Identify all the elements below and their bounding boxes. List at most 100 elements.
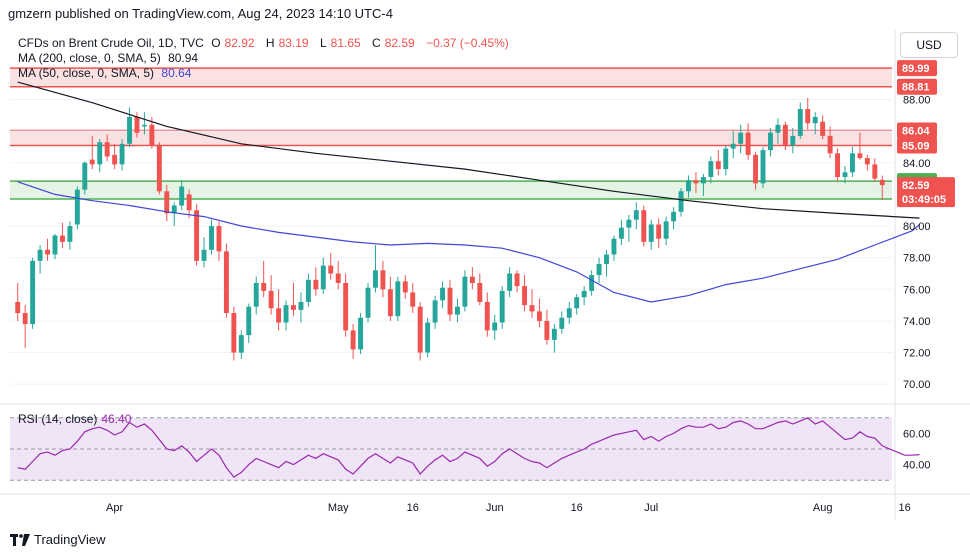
last-price-badge [897, 177, 955, 208]
candle-body-4 [45, 249, 50, 255]
candle-6 [59, 222, 65, 249]
candle-body-61 [469, 276, 475, 283]
candle-body-98 [745, 132, 751, 155]
rsi-legend[interactable]: RSI (14, close) 46.40 [18, 412, 131, 426]
candle-80 [611, 235, 617, 261]
candle-116 [879, 175, 885, 200]
rsi-label: RSI (14, close) [18, 412, 98, 426]
rsi-panel [10, 417, 920, 481]
candle-body-23 [186, 194, 192, 211]
ma200-row[interactable]: MA (200, close, 0, SMA, 5) 80.94 [18, 51, 513, 66]
candle-body-59 [454, 306, 460, 315]
candle-body-71 [544, 320, 550, 340]
chart-legend: CFDs on Brent Crude Oil, 1D, TVC O 82.92 … [18, 36, 513, 81]
candle-78 [596, 257, 602, 283]
candle-body-81 [618, 227, 624, 239]
candle-body-90 [686, 180, 691, 192]
level-badge-label-0: 89.99 [902, 63, 930, 75]
candle-62 [477, 273, 483, 306]
candle-body-62 [477, 282, 483, 302]
candle-body-7 [67, 226, 73, 242]
ma50-line [17, 181, 920, 303]
open-value: 82.92 [224, 36, 255, 50]
candle-body-102 [775, 124, 781, 133]
candle-body-24 [194, 210, 200, 261]
candle-body-18 [149, 124, 155, 146]
candle-body-36 [283, 305, 289, 323]
grid [0, 30, 970, 520]
candle-5 [52, 233, 58, 260]
x-tick-label-5: Jul [644, 502, 658, 514]
candle-67 [514, 270, 520, 293]
candle-body-60 [462, 276, 468, 307]
candle-body-93 [708, 161, 714, 178]
candle-4 [45, 238, 50, 261]
candle-23 [186, 189, 192, 219]
currency-button[interactable]: USD [900, 32, 958, 58]
candle-21 [171, 202, 177, 227]
x-tick-label-7: 16 [899, 502, 911, 514]
candle-46 [358, 313, 364, 355]
high-label: H [265, 36, 275, 50]
candle-body-43 [335, 273, 341, 283]
symbol-row[interactable]: CFDs on Brent Crude Oil, 1D, TVC O 82.92 … [18, 36, 513, 51]
level-badge-1 [897, 78, 937, 95]
candle-body-57 [440, 287, 446, 301]
price-zones [10, 67, 892, 200]
candle-61 [469, 267, 475, 290]
candle-71 [544, 309, 550, 345]
candle-42 [328, 252, 334, 280]
y-tick-label-7: 74.00 [903, 316, 931, 328]
candle-body-2 [30, 260, 36, 325]
candle-body-25 [201, 249, 207, 261]
candle-body-113 [857, 153, 863, 159]
candle-114 [864, 154, 870, 171]
candle-body-22 [179, 186, 185, 206]
candle-body-39 [305, 279, 311, 302]
candle-body-40 [313, 279, 319, 290]
candle-60 [462, 270, 468, 312]
candle-body-112 [850, 153, 855, 173]
candle-body-91 [693, 180, 699, 184]
candle-body-84 [641, 210, 647, 242]
candle-11 [97, 139, 103, 173]
candle-105 [797, 102, 803, 140]
rsi-tick-label-1: 40.00 [903, 460, 931, 472]
candle-body-12 [104, 142, 110, 157]
candle-body-19 [156, 145, 162, 192]
time-axis: Apr May 16 Jun 16 Jul Aug 16 [106, 502, 911, 514]
candle-52 [402, 275, 408, 299]
candle-body-104 [790, 135, 796, 146]
candle-107 [812, 112, 818, 135]
candle-body-92 [700, 177, 706, 184]
candle-body-94 [715, 161, 721, 170]
candle-body-108 [820, 121, 826, 136]
candle-56 [432, 295, 438, 329]
candle-body-47 [365, 287, 371, 318]
candle-86 [656, 218, 662, 249]
x-tick-label-2: 16 [407, 502, 419, 514]
candle-97 [738, 124, 744, 154]
candle-109 [827, 126, 833, 159]
candle-body-38 [298, 301, 304, 310]
candle-24 [194, 203, 200, 266]
candle-7 [67, 221, 73, 250]
candle-47 [365, 282, 371, 323]
ma50-row[interactable]: MA (50, close, 0, SMA, 5) 80.64 [18, 66, 513, 81]
candle-body-87 [663, 221, 669, 239]
publish-info: gmzern published on TradingView.com, Aug… [8, 6, 393, 21]
last-price-countdown: 03:49:05 [902, 194, 946, 206]
zone-support-2 [10, 181, 892, 200]
candle-20 [164, 184, 170, 222]
candle-3 [37, 245, 43, 274]
candle-body-31 [246, 306, 252, 336]
candle-103 [782, 121, 788, 151]
candle-body-16 [134, 116, 140, 133]
ma200-value: 80.94 [168, 51, 199, 65]
candle-body-88 [671, 211, 677, 222]
ohlc-high: H 83.19 [266, 36, 313, 50]
candle-49 [380, 260, 386, 298]
ohlc-low: L 81.65 [320, 36, 365, 50]
candle-94 [715, 150, 721, 176]
